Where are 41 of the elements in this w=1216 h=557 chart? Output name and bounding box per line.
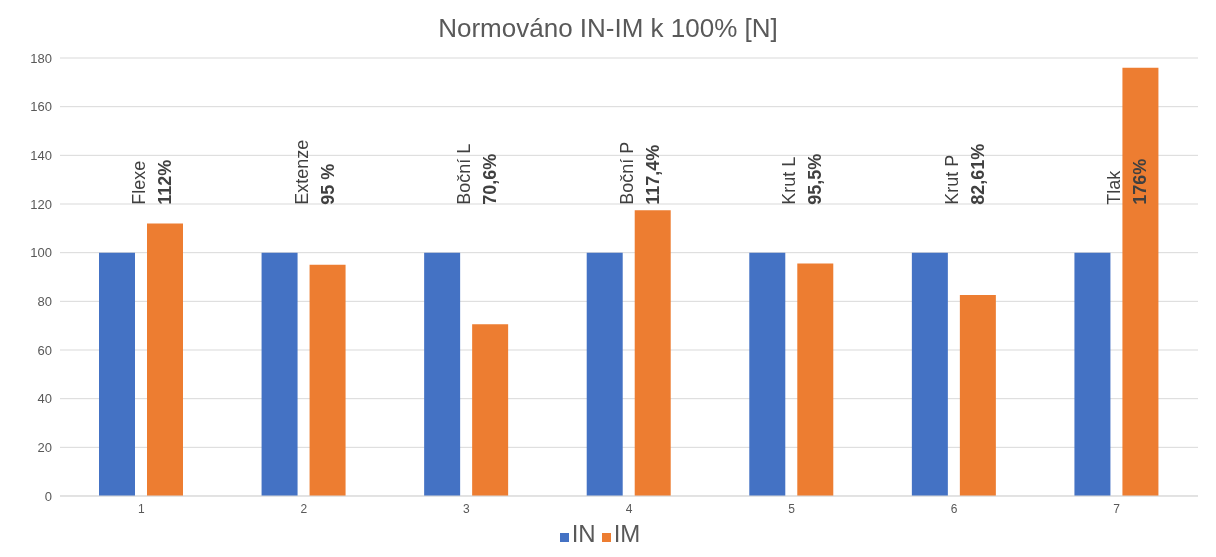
y-tick-label: 0 [44, 488, 52, 504]
x-tick-label: 2 [300, 501, 308, 516]
annotation: Extenze 95 % [291, 139, 338, 205]
x-tick-label: 7 [1113, 501, 1121, 516]
x-tick-label: 3 [463, 501, 471, 516]
bar [1122, 67, 1159, 496]
y-tick-label: 140 [30, 147, 52, 163]
bar [147, 223, 183, 496]
y-tick-label: 60 [37, 342, 52, 358]
bar [797, 263, 834, 496]
y-tick-label: 40 [37, 391, 52, 407]
bar [634, 210, 671, 496]
y-tick-label: 100 [30, 245, 52, 261]
chart-title: Normováno IN-IM k 100% [N] [437, 12, 779, 45]
annotation: Boční P 117,4% [616, 141, 663, 205]
bar [424, 252, 461, 496]
bar [309, 264, 346, 496]
annotation: Tlak 176% [1104, 158, 1151, 205]
y-tick-label: 120 [30, 196, 52, 212]
x-tick-label: 1 [137, 501, 145, 516]
y-tick-label: 80 [37, 293, 52, 309]
y-tick-label: 180 [30, 50, 52, 66]
bar [261, 252, 298, 496]
bar [749, 252, 786, 496]
legend-label: IM [612, 520, 641, 547]
annotation: Krut P 82,61% [941, 143, 988, 205]
annotation: Krut L 95,5% [779, 153, 826, 205]
bar [586, 252, 623, 496]
legend-label: IN [570, 520, 596, 547]
bar [472, 324, 509, 496]
annotation: Flexe 112% [129, 159, 175, 205]
bar [1074, 252, 1111, 496]
annotation: Boční L 70,6% [454, 143, 501, 205]
y-tick-label: 160 [30, 99, 52, 115]
bar [99, 252, 135, 496]
bar [911, 252, 948, 496]
x-tick-label: 5 [788, 501, 796, 516]
x-tick-label: 6 [950, 501, 958, 516]
x-tick-label: 4 [625, 501, 633, 516]
bar [959, 294, 996, 496]
y-tick-label: 20 [37, 439, 52, 455]
